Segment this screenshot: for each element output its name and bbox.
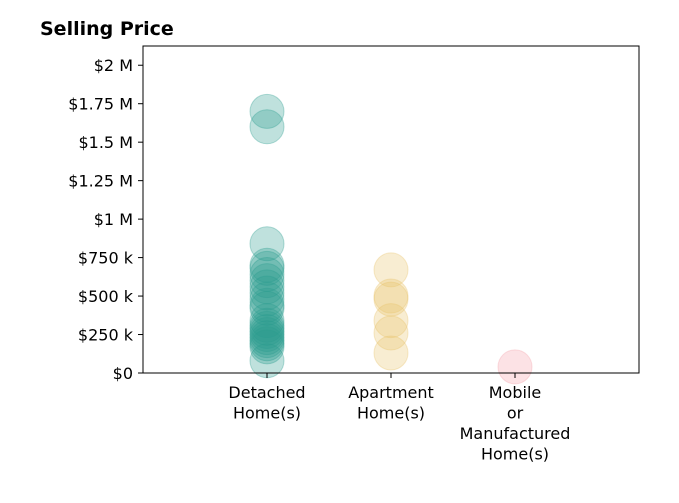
data-point (249, 257, 285, 293)
data-point (249, 247, 285, 283)
data-point (249, 250, 285, 286)
data-point (249, 109, 285, 145)
data-point (497, 349, 533, 385)
data-point (249, 269, 285, 305)
data-point (249, 326, 285, 362)
data-point (249, 320, 285, 356)
y-tick-label: $2 M (94, 56, 133, 75)
data-point (249, 281, 285, 317)
chart-title: Selling Price (40, 18, 174, 40)
y-tick-label: $750 k (78, 249, 134, 268)
data-point (249, 310, 285, 346)
data-point (249, 303, 285, 339)
y-tick-label: $1.75 M (68, 95, 133, 114)
data-point (249, 317, 285, 353)
data-point (249, 313, 285, 349)
data-point (249, 329, 285, 365)
data-point (249, 307, 285, 343)
data-point (249, 275, 285, 311)
x-category-label: Mobile or Manufactured Home(s) (460, 383, 571, 464)
y-axis: $0 $250 k $500 k $750 k $1 M $1.25 M $1.5 M $1.… (68, 56, 143, 383)
data-point (249, 287, 285, 323)
data-point (249, 263, 285, 299)
y-tick-label: $500 k (78, 287, 134, 306)
y-tick-label: $250 k (78, 326, 134, 345)
data-point (373, 335, 409, 371)
y-tick-label: $1 M (94, 210, 133, 229)
data-point (249, 226, 285, 262)
data-points (249, 93, 533, 385)
data-point (373, 281, 409, 317)
y-tick-label: $1.5 M (78, 133, 133, 152)
y-tick-label: $1.25 M (68, 172, 133, 191)
data-point (373, 252, 409, 288)
data-point (249, 323, 285, 359)
data-point (373, 278, 409, 314)
data-point (249, 93, 285, 129)
data-point (249, 290, 285, 326)
x-category-label: Detached Home(s) (228, 383, 305, 423)
y-tick-label: $0 (113, 364, 133, 383)
x-axis: Detached Home(s) Apartment Home(s) Mobile or M… (228, 373, 570, 464)
data-point (373, 315, 409, 351)
data-point (373, 303, 409, 339)
x-category-label: Apartment Home(s) (348, 383, 434, 423)
